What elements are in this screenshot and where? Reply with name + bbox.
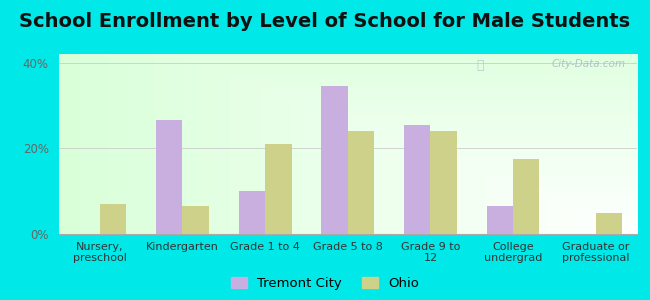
Bar [100,204,126,234]
Text: School Enrollment by Level of School for Male Students: School Enrollment by Level of School for… [20,12,630,31]
Legend: Tremont City, Ohio: Tremont City, Ohio [231,278,419,290]
Bar [595,213,622,234]
Bar [183,206,209,234]
Bar [348,131,374,234]
Bar [430,131,457,234]
Bar [156,120,183,234]
Bar [239,191,265,234]
Text: ⦾: ⦾ [476,59,484,72]
Bar [321,86,348,234]
Bar [513,159,540,234]
Bar [404,125,430,234]
Text: City-Data.com: City-Data.com [551,59,625,69]
Bar [487,206,513,234]
Bar [265,144,292,234]
